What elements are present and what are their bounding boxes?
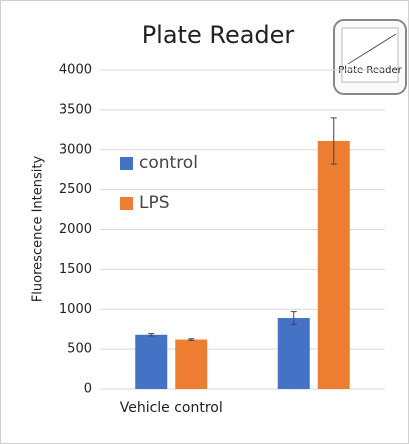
- icon-line: [347, 33, 397, 65]
- y-tick-label: 3500: [59, 102, 92, 117]
- icon-plot: [341, 27, 399, 83]
- bar: [135, 334, 168, 389]
- y-tick-label: 0: [84, 382, 92, 397]
- legend-label: LPS: [139, 193, 170, 213]
- legend-label: control: [139, 153, 198, 173]
- y-tick-label: 500: [67, 342, 92, 357]
- y-tick-label: 3000: [59, 142, 92, 157]
- chart-title: Plate Reader: [142, 21, 295, 49]
- legend-swatch: [120, 157, 133, 170]
- y-tick-label: 2000: [59, 222, 92, 237]
- bar: [277, 318, 310, 389]
- y-tick-label: 2500: [59, 182, 92, 197]
- y-tick-label: 1500: [59, 262, 92, 277]
- bar: [317, 140, 350, 389]
- icon: Plate Reader: [333, 19, 407, 95]
- legend-swatch: [120, 197, 133, 210]
- bar: [175, 339, 208, 389]
- y-tick-label: 4000: [59, 63, 92, 78]
- y-tick-label: 1000: [59, 302, 92, 317]
- y-axis-label: Fluorescence Intensity: [31, 156, 46, 303]
- x-tick-label: Vehicle control: [120, 400, 223, 416]
